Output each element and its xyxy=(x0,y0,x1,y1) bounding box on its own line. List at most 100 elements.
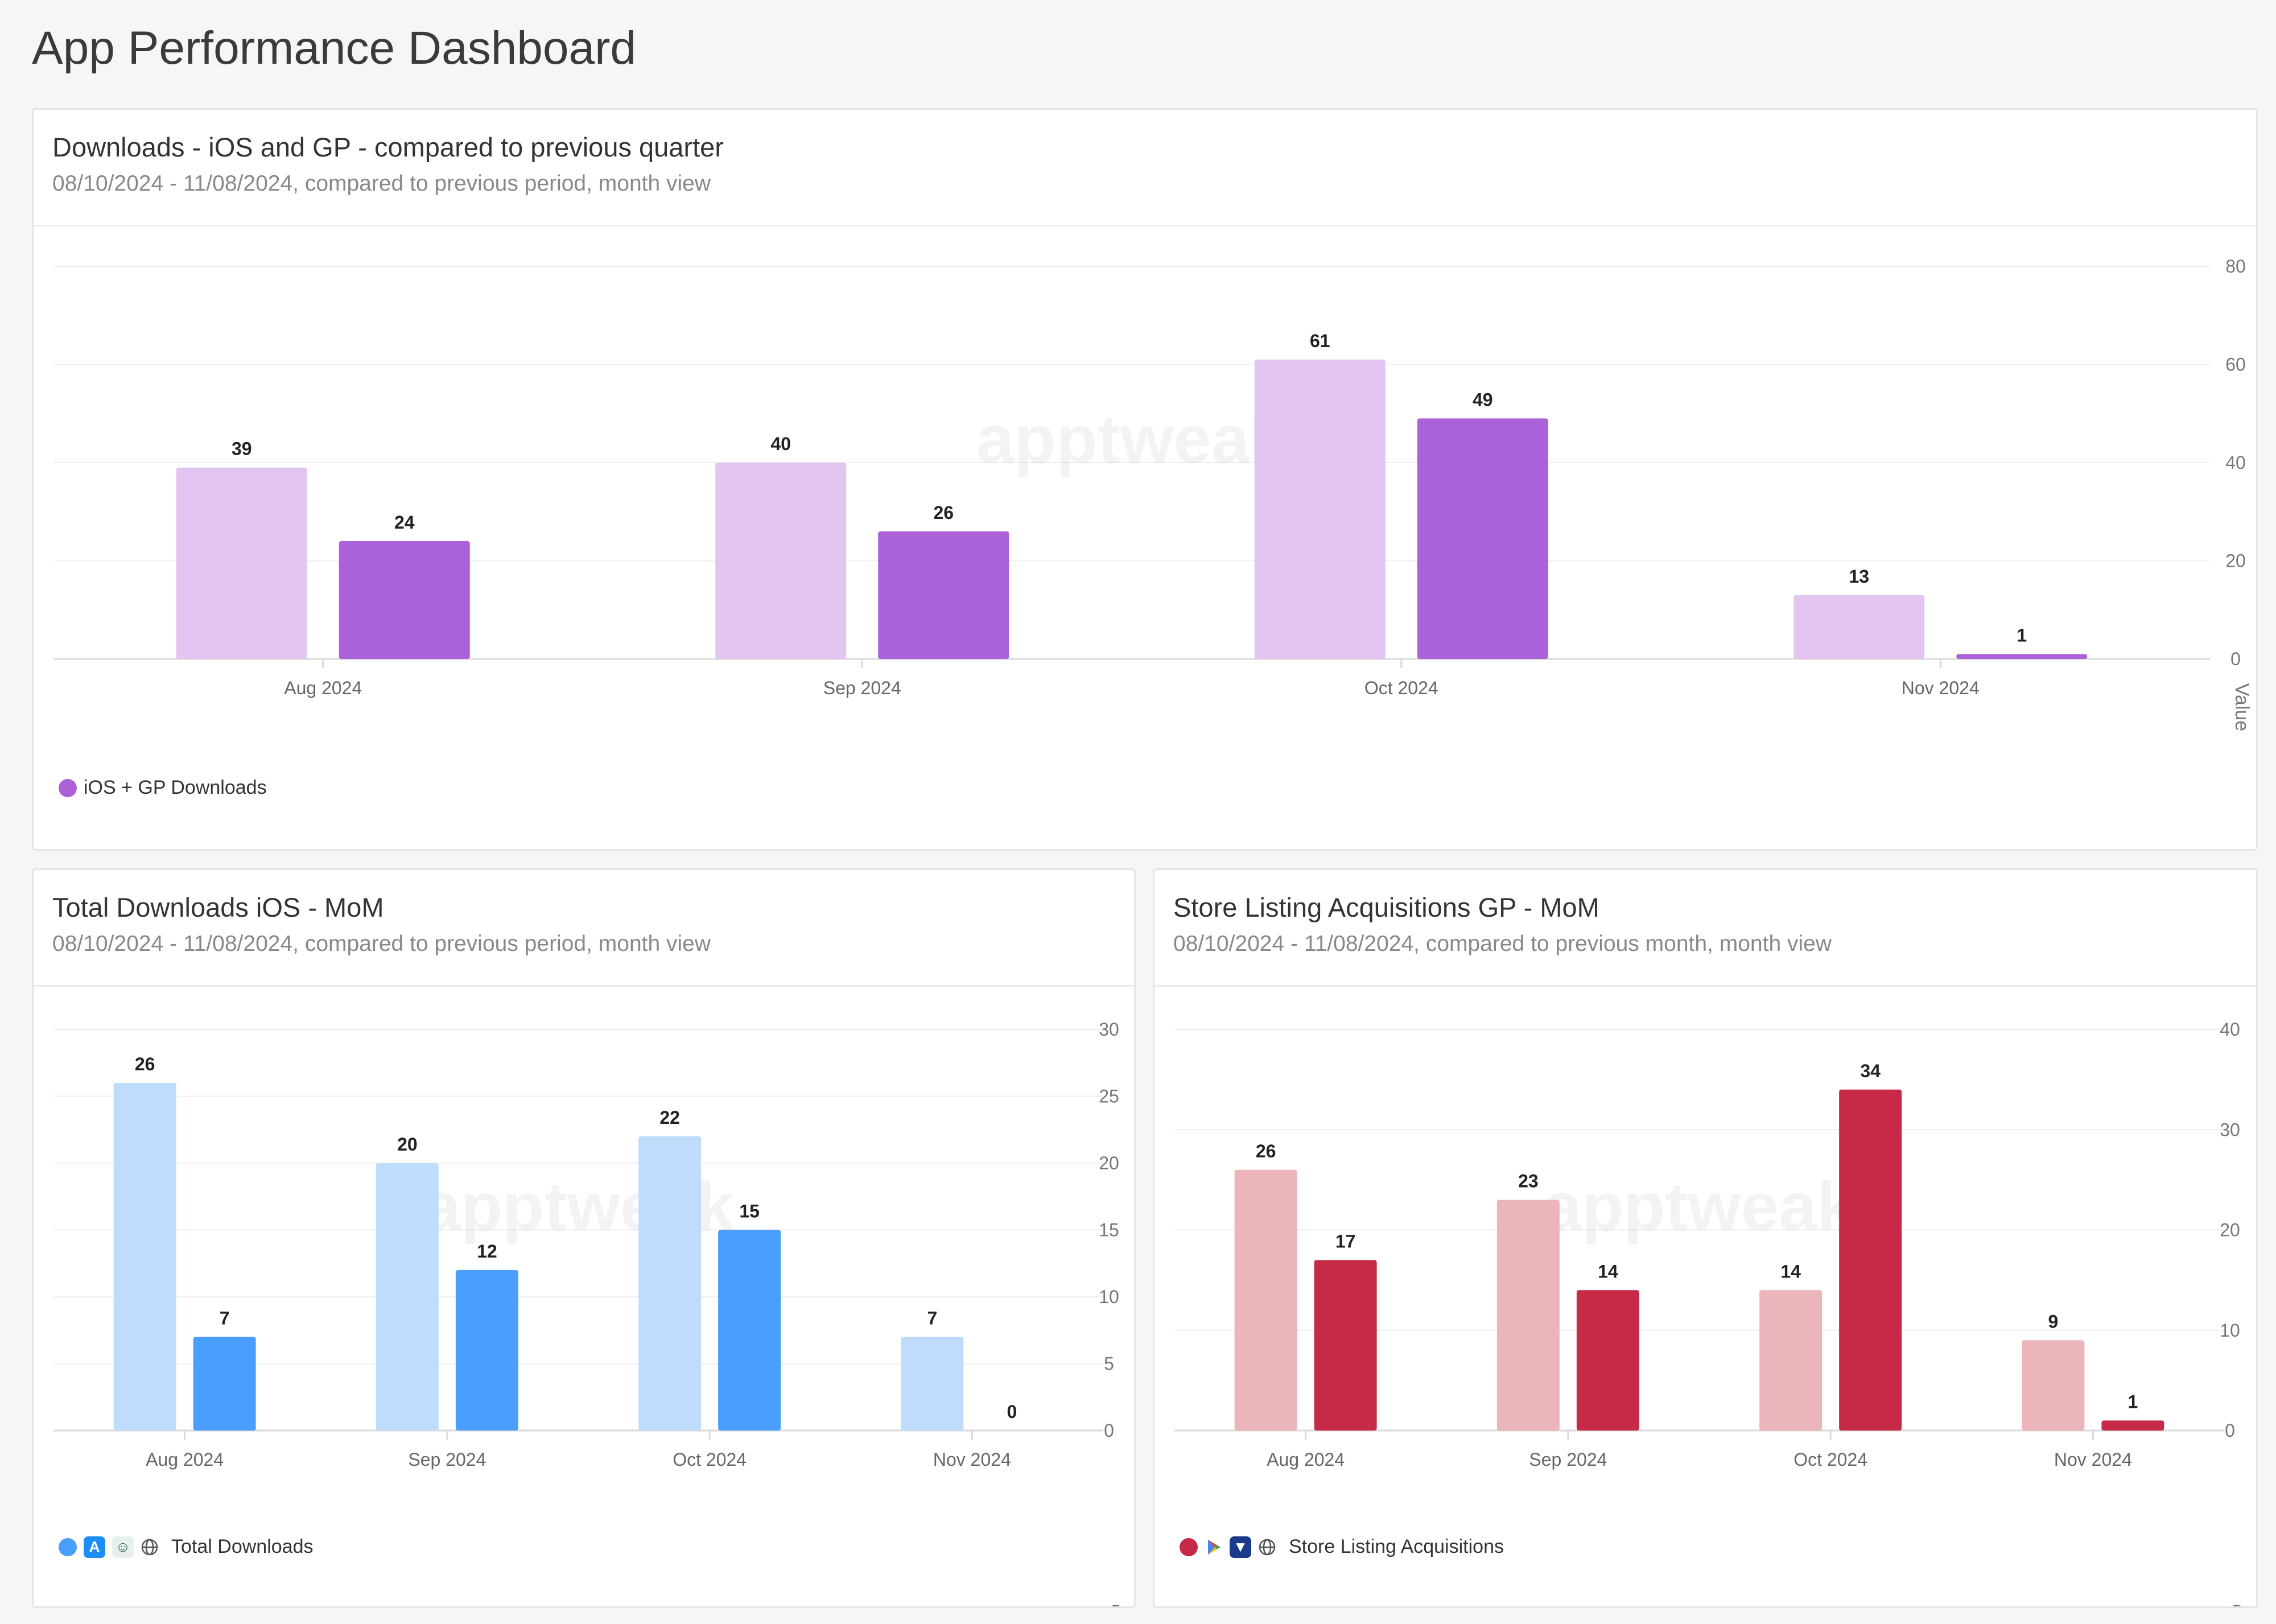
chart-legend[interactable]: A ☺ Total Downloads xyxy=(59,1536,313,1558)
legend-label: Total Downloads xyxy=(171,1536,314,1557)
bar-previous-period xyxy=(113,1083,176,1431)
legend-swatch xyxy=(1180,1538,1198,1556)
chart-card-total-downloads-ios: Total Downloads iOS - MoM 08/10/2024 - 1… xyxy=(32,868,1136,1608)
y-axis-label: Value xyxy=(2231,683,2253,731)
bar-previous-period xyxy=(638,1136,702,1431)
bar-previous-period xyxy=(715,463,847,659)
data-label: 9 xyxy=(2048,1311,2058,1332)
bar-previous-period xyxy=(176,467,307,659)
data-label: 24 xyxy=(394,512,415,533)
bar-current-period xyxy=(1839,1089,1902,1431)
globe-icon xyxy=(141,1539,158,1555)
y-tick-label: 20 xyxy=(2220,1220,2240,1240)
bar-previous-period xyxy=(2022,1340,2085,1431)
chart-card-downloads-combined: Downloads - iOS and GP - compared to pre… xyxy=(32,108,2258,851)
data-label: 22 xyxy=(659,1107,680,1128)
legend-swatch xyxy=(59,1538,77,1556)
y-tick-label: 40 xyxy=(2225,452,2246,473)
y-tick-label: 0 xyxy=(2230,649,2241,669)
bar-current-period xyxy=(2101,1420,2164,1431)
legend-label: iOS + GP Downloads xyxy=(84,777,267,798)
card-subtitle: 08/10/2024 - 11/08/2024, compared to pre… xyxy=(1173,931,1832,956)
bar-chart-downloads-combined: 0 20 40 60 80 Value apptweak 39 24 Aug 2024 40 26 Se… xyxy=(53,256,2253,731)
data-label: 15 xyxy=(739,1201,760,1222)
bar-previous-period xyxy=(376,1163,439,1431)
card-header: Downloads - iOS and GP - compared to pre… xyxy=(34,110,2256,226)
x-tick-label: Nov 2024 xyxy=(2054,1449,2132,1470)
data-label: 61 xyxy=(1310,331,1330,351)
y-tick-label: 10 xyxy=(2220,1320,2240,1341)
bar-current-period xyxy=(718,1230,781,1431)
x-tick-label: Aug 2024 xyxy=(1267,1449,1345,1470)
data-label: 0 xyxy=(1007,1402,1017,1422)
page-title: App Performance Dashboard xyxy=(32,22,637,74)
data-label: 12 xyxy=(477,1241,497,1262)
x-tick-label: Sep 2024 xyxy=(823,678,901,698)
x-tick-label: Oct 2024 xyxy=(1364,678,1438,698)
card-header: Total Downloads iOS - MoM 08/10/2024 - 1… xyxy=(34,870,1134,987)
x-tick-label: Aug 2024 xyxy=(146,1449,224,1470)
x-tick-label: Nov 2024 xyxy=(933,1449,1011,1470)
data-label: 26 xyxy=(135,1054,155,1074)
data-label: 34 xyxy=(1860,1061,1881,1081)
card-subtitle: 08/10/2024 - 11/08/2024, compared to pre… xyxy=(52,931,711,956)
data-label: 7 xyxy=(220,1308,230,1329)
watermark: apptweak xyxy=(1544,1169,1855,1245)
data-label: 14 xyxy=(1780,1261,1801,1281)
y-tick-label: 30 xyxy=(2220,1119,2240,1140)
bar-previous-period xyxy=(901,1337,964,1431)
y-tick-label: 30 xyxy=(1099,1019,1119,1040)
app-avatar-icon: ☺ xyxy=(112,1536,134,1558)
chart-legend[interactable]: iOS + GP Downloads xyxy=(59,777,267,799)
data-label: 26 xyxy=(933,502,954,523)
card-title: Downloads - iOS and GP - compared to pre… xyxy=(52,132,724,162)
card-title: Total Downloads iOS - MoM xyxy=(52,892,384,922)
data-label: 1 xyxy=(2017,625,2027,645)
bar-previous-period xyxy=(1234,1169,1297,1431)
chart-card-store-listing-acquisitions: Store Listing Acquisitions GP - MoM 08/1… xyxy=(1153,868,2258,1608)
app-shield-icon: ▼ xyxy=(1230,1536,1251,1558)
y-tick-label: 80 xyxy=(2225,256,2246,277)
y-tick-label: 60 xyxy=(2225,355,2246,375)
bar-current-period xyxy=(878,531,1009,659)
card-header: Store Listing Acquisitions GP - MoM 08/1… xyxy=(1155,870,2256,987)
x-tick-label: Sep 2024 xyxy=(408,1449,486,1470)
y-axis-label: Count xyxy=(2225,1604,2247,1608)
x-tick-label: Oct 2024 xyxy=(673,1449,747,1470)
x-tick-label: Sep 2024 xyxy=(1529,1449,1607,1470)
card-subtitle: 08/10/2024 - 11/08/2024, compared to pre… xyxy=(52,171,711,196)
y-tick-label: 0 xyxy=(2225,1420,2235,1441)
bar-current-period xyxy=(339,541,470,659)
x-tick-label: Nov 2024 xyxy=(1902,678,1980,698)
bar-current-period xyxy=(1956,654,2088,659)
data-label: 14 xyxy=(1598,1261,1618,1281)
x-tick-label: Oct 2024 xyxy=(1793,1449,1867,1470)
bar-current-period xyxy=(1576,1290,1639,1431)
y-tick-label: 0 xyxy=(1104,1420,1114,1441)
app-store-icon: A xyxy=(84,1536,105,1558)
bar-previous-period xyxy=(1759,1290,1823,1431)
data-label: 49 xyxy=(1473,389,1493,410)
y-tick-label: 10 xyxy=(1099,1287,1119,1307)
bar-previous-period xyxy=(1496,1200,1560,1431)
bar-chart-total-downloads-ios: 051015202530Countapptweak267Aug 20242012… xyxy=(53,1019,1126,1606)
data-label: 40 xyxy=(770,434,791,454)
bar-chart-store-listing-acquisitions: 0 10 20 30 40 Count apptweak 26 17 Aug 2024 23 14 Se… xyxy=(1174,1019,2247,1608)
data-label: 1 xyxy=(2127,1391,2138,1412)
x-tick-label: Aug 2024 xyxy=(284,678,362,698)
bar-current-period xyxy=(1417,418,1548,659)
bar-current-period xyxy=(1314,1260,1377,1431)
data-label: 13 xyxy=(1849,566,1869,587)
legend-label: Store Listing Acquisitions xyxy=(1289,1536,1504,1557)
y-tick-label: 5 xyxy=(1104,1354,1114,1374)
data-label: 23 xyxy=(1518,1171,1539,1192)
bar-current-period xyxy=(193,1337,256,1431)
data-label: 26 xyxy=(1256,1141,1276,1161)
y-tick-label: 20 xyxy=(1099,1153,1119,1173)
chart-legend[interactable]: ▼ Store Listing Acquisitions xyxy=(1180,1536,1504,1558)
y-tick-label: 15 xyxy=(1099,1220,1119,1240)
legend-swatch xyxy=(59,778,77,797)
data-label: 39 xyxy=(232,439,252,459)
bar-previous-period xyxy=(1254,359,1386,659)
card-title: Store Listing Acquisitions GP - MoM xyxy=(1173,892,1599,922)
